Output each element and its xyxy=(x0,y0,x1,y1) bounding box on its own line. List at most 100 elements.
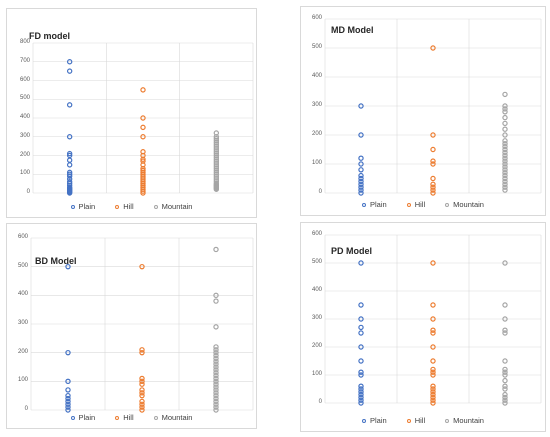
data-point-mountain xyxy=(502,400,508,406)
data-point-plain xyxy=(358,400,364,406)
y-tick-label: 400 xyxy=(311,73,322,79)
legend-marker-icon xyxy=(115,415,120,420)
data-point-plain xyxy=(66,68,73,74)
y-tick-label: 500 xyxy=(17,262,28,269)
legend-marker-icon xyxy=(153,415,158,420)
data-point-hill xyxy=(140,124,146,131)
chart-svg xyxy=(324,234,542,406)
legend-label: Hill xyxy=(123,413,134,422)
data-point-hill xyxy=(430,45,436,51)
data-point-plain xyxy=(65,398,71,405)
y-tick-label: 300 xyxy=(17,320,28,326)
data-point-hill xyxy=(139,375,145,382)
data-point-hill xyxy=(140,115,146,121)
legend-label: Hill xyxy=(123,202,134,211)
data-point-mountain xyxy=(502,397,508,403)
legend-label: Mountain xyxy=(161,413,193,422)
data-point-plain xyxy=(65,349,71,356)
data-point-mountain xyxy=(502,330,508,336)
legend-label: Plain xyxy=(370,200,387,209)
data-point-plain xyxy=(65,407,71,413)
legend-item-hill: Hill xyxy=(115,413,134,422)
y-tick-label: 100 xyxy=(311,371,322,377)
data-point-plain xyxy=(358,397,364,403)
data-point-hill xyxy=(139,349,145,356)
data-point-plain xyxy=(358,184,364,190)
data-point-mountain xyxy=(502,187,508,193)
chart-title: PD Model xyxy=(331,246,373,256)
data-point-mountain xyxy=(213,364,219,370)
y-tick-label: 100 xyxy=(19,170,30,177)
data-point-hill xyxy=(140,158,146,164)
data-point-plain xyxy=(358,344,364,350)
data-point-hill xyxy=(430,260,436,266)
data-point-hill xyxy=(430,372,436,378)
legend-item-hill: Hill xyxy=(406,416,426,425)
data-point-hill xyxy=(430,181,436,187)
data-point-plain xyxy=(358,103,364,109)
legend-label: Mountain xyxy=(161,202,193,211)
bd-model-chart: BD Model 0 100 200 300 400 500 600 Plain Hill Moun… xyxy=(6,223,257,429)
data-point-hill xyxy=(139,390,145,396)
data-point-mountain xyxy=(213,352,219,359)
data-point-mountain xyxy=(502,120,508,127)
data-point-plain xyxy=(358,383,364,389)
data-point-plain xyxy=(358,167,364,173)
y-tick-label: 500 xyxy=(311,259,322,265)
data-point-plain xyxy=(358,391,364,398)
data-point-mountain xyxy=(502,391,508,398)
data-point-plain xyxy=(358,372,364,378)
y-tick-label: 700 xyxy=(19,57,30,64)
data-point-hill xyxy=(139,378,145,385)
data-point-plain xyxy=(358,358,364,364)
legend-label: Mountain xyxy=(453,416,484,425)
data-point-mountain xyxy=(213,344,219,350)
data-point-mountain xyxy=(502,138,508,144)
data-point-mountain xyxy=(502,126,508,132)
data-point-mountain xyxy=(213,292,219,299)
data-point-hill xyxy=(139,263,145,270)
data-point-plain xyxy=(358,369,364,375)
data-point-plain xyxy=(358,330,364,336)
data-point-mountain xyxy=(502,114,508,121)
data-point-plain xyxy=(66,152,73,159)
data-point-mountain xyxy=(502,158,508,164)
data-point-mountain xyxy=(213,392,219,399)
data-point-hill xyxy=(430,394,436,401)
y-tick-label: 300 xyxy=(311,102,322,108)
data-point-mountain xyxy=(213,298,219,304)
data-point-plain xyxy=(66,179,73,185)
data-point-mountain xyxy=(502,149,508,156)
data-point-mountain xyxy=(502,91,508,98)
chart-title: FD model xyxy=(29,31,71,41)
data-point-mountain xyxy=(502,143,508,150)
legend-item-hill: Hill xyxy=(115,202,134,211)
legend-item-plain: Plain xyxy=(70,413,95,422)
data-point-mountain xyxy=(502,327,508,333)
data-point-hill xyxy=(140,134,146,140)
data-point-plain xyxy=(358,324,364,331)
y-tick-label: 800 xyxy=(19,39,30,45)
data-point-plain xyxy=(358,316,364,322)
legend-item-plain: Plain xyxy=(362,200,387,209)
y-tick-label: 200 xyxy=(311,343,322,349)
data-point-hill xyxy=(430,397,436,403)
legend-marker-icon xyxy=(406,418,411,423)
data-point-hill xyxy=(139,347,145,353)
data-point-plain xyxy=(358,155,364,161)
chart-legend: Plain Hill Mountain xyxy=(301,416,545,425)
data-point-mountain xyxy=(213,401,219,407)
legend-marker-icon xyxy=(70,415,75,420)
legend-label: Mountain xyxy=(453,200,484,209)
data-point-hill xyxy=(430,175,436,182)
data-point-hill xyxy=(430,369,436,375)
data-point-plain xyxy=(358,132,364,138)
legend-item-mountain: Mountain xyxy=(445,200,484,209)
data-point-plain xyxy=(358,190,364,196)
y-tick-label: 600 xyxy=(311,231,322,237)
data-point-mountain xyxy=(213,324,219,330)
data-point-mountain xyxy=(213,390,219,396)
data-point-hill xyxy=(430,161,436,167)
legend-label: Hill xyxy=(414,416,426,425)
legend-marker-icon xyxy=(362,202,367,207)
